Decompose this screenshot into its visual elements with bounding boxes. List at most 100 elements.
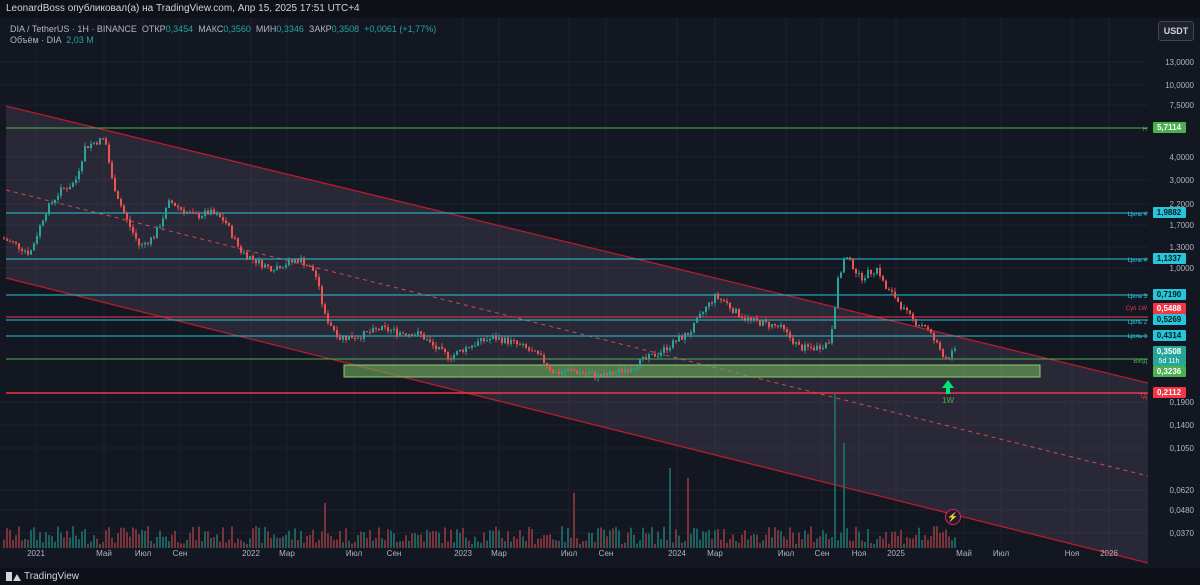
candles[interactable] — [3, 136, 956, 382]
volume-bar — [411, 533, 413, 548]
candle-body — [354, 338, 356, 340]
volume-bar — [828, 538, 830, 548]
volume-bars — [3, 393, 956, 548]
lightning-icon[interactable]: ⚡ — [945, 509, 961, 525]
symbol-legend[interactable]: DIA / TetherUS · 1H · BINANCE ОТКР0,3454… — [10, 24, 436, 34]
volume-bar — [471, 543, 473, 548]
candle-body — [423, 333, 425, 340]
volume-bar — [852, 540, 854, 548]
volume-legend[interactable]: Объём · DIA 2,03 M — [10, 35, 94, 45]
candle-body — [141, 244, 143, 246]
volume-bar — [480, 542, 482, 548]
volume-bar — [441, 542, 443, 548]
volume-bar — [387, 529, 389, 548]
candle-body — [375, 327, 377, 329]
volume-bar — [222, 527, 224, 548]
volume-bar — [147, 526, 149, 548]
candle-body — [939, 342, 941, 350]
price-chart[interactable]: 1W Н Цель 4 Цель 4 Цель 3 Суп 1W Цель 2 Цель 1… — [0, 18, 1200, 568]
volume-bar — [126, 531, 128, 548]
currency-button[interactable]: USDT — [1158, 21, 1194, 41]
candle-body — [87, 145, 89, 148]
candle-body — [855, 269, 857, 274]
volume-bar — [264, 526, 266, 548]
volume-bar — [120, 527, 122, 548]
volume-bar — [435, 531, 437, 548]
volume-bar — [207, 531, 209, 548]
candle-body — [213, 209, 215, 215]
volume-bar — [213, 536, 215, 548]
candle-body — [342, 336, 344, 340]
candle-body — [765, 320, 767, 323]
candle-body — [138, 238, 140, 246]
volume-bar — [840, 532, 842, 548]
descending-channel[interactable] — [6, 106, 1148, 563]
candle-body — [471, 345, 473, 348]
tradingview-logo[interactable]: TradingView — [6, 568, 79, 585]
candle-body — [114, 178, 116, 192]
x-tick-label: 2021 — [27, 549, 45, 558]
volume-bar — [192, 526, 194, 548]
candle-body — [12, 241, 14, 243]
candle-body — [723, 299, 725, 302]
volume-bar — [660, 539, 662, 548]
volume-bar — [273, 534, 275, 548]
candle-body — [729, 302, 731, 309]
volume-bar — [201, 541, 203, 548]
volume-bar — [930, 536, 932, 548]
volume-bar — [537, 538, 539, 548]
volume-bar — [825, 533, 827, 548]
entry-zone[interactable] — [343, 364, 1041, 378]
volume-bar — [174, 530, 176, 548]
volume-bar — [210, 537, 212, 548]
candle-body — [825, 342, 827, 349]
volume-bar — [402, 541, 404, 548]
volume-bar — [351, 543, 353, 548]
candle-body — [639, 359, 641, 368]
volume-bar — [771, 537, 773, 548]
volume-bar — [681, 542, 683, 548]
volume-bar — [138, 534, 140, 548]
open-label: ОТКР — [141, 24, 166, 34]
volume-bar — [324, 503, 326, 548]
channel-upper-line[interactable] — [5, 105, 1149, 384]
volume-bar — [708, 530, 710, 548]
level-labels: Н Цель 4 Цель 4 Цель 3 Суп 1W Цель 2 Цель 1 Вхо… — [1126, 127, 1148, 400]
candle-body — [891, 289, 893, 292]
volume-bar — [381, 538, 383, 548]
x-tick-label: Июл — [561, 549, 578, 558]
volume-bar — [792, 532, 794, 548]
chart-area[interactable]: 1W Н Цель 4 Цель 4 Цель 3 Суп 1W Цель 2 Цель 1… — [0, 18, 1200, 568]
candle-body — [201, 216, 203, 218]
volume-bar — [360, 531, 362, 548]
candle-body — [921, 325, 923, 327]
candle-body — [489, 338, 491, 341]
volume-bar — [519, 529, 521, 548]
candle-body — [48, 203, 50, 215]
volume-bar — [186, 539, 188, 548]
candle-body — [522, 344, 524, 346]
level-label: Цель 2 — [1128, 320, 1148, 326]
volume-bar — [867, 528, 869, 548]
volume-bar — [483, 532, 485, 548]
candle-body — [387, 327, 389, 332]
price-tag-label: 1,1337 — [1157, 254, 1182, 263]
candle-body — [594, 372, 596, 378]
candle-body — [897, 297, 899, 302]
volume-bar — [843, 443, 845, 548]
price-tag — [1153, 366, 1186, 377]
candle-body — [333, 325, 335, 330]
candle-body — [936, 340, 938, 343]
candle-body — [393, 328, 395, 331]
candle-body — [162, 218, 164, 227]
x-tick-label: Сен — [815, 549, 830, 558]
level-label: ТД — [1139, 394, 1147, 400]
volume-bar — [573, 493, 575, 548]
candle-body — [351, 335, 353, 339]
candle-body — [750, 317, 752, 320]
candle-body — [702, 312, 704, 314]
volume-bar — [69, 537, 71, 548]
volume-bar — [924, 535, 926, 548]
candle-body — [894, 291, 896, 298]
volume-bar — [492, 530, 494, 548]
